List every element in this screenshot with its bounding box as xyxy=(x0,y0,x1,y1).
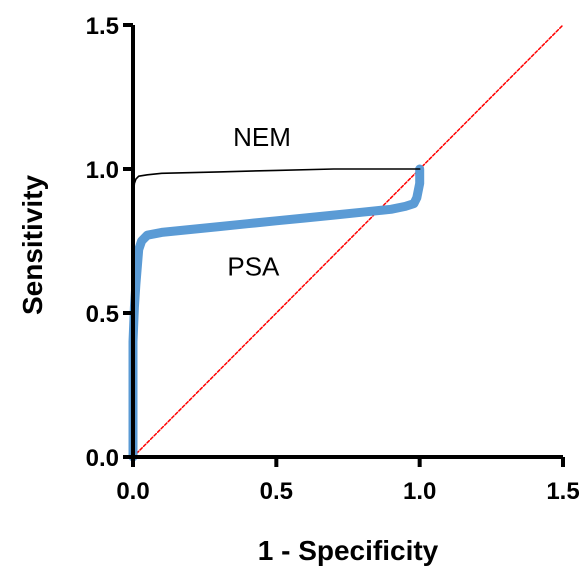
x-tick-label: 1.5 xyxy=(546,478,579,505)
annotation-label: NEM xyxy=(233,122,291,152)
y-tick-label: 0.5 xyxy=(86,301,119,328)
reference-line-layer xyxy=(132,24,564,458)
y-tick-label: 0.0 xyxy=(86,445,119,472)
reference-diagonal-line xyxy=(132,24,564,458)
x-tick-label: 0.5 xyxy=(260,478,293,505)
y-tick-label: 1.5 xyxy=(86,13,119,40)
axes-layer xyxy=(131,25,563,459)
annotations-layer: NEM PSA xyxy=(227,122,291,282)
annotation-label: PSA xyxy=(227,252,280,282)
series-line-psa xyxy=(128,164,425,462)
x-tick-label: 0.0 xyxy=(116,478,149,505)
y-axis-title: Sensitivity xyxy=(17,175,48,315)
x-tick-label: 1.0 xyxy=(403,478,436,505)
ticks-layer: 0.0 0.5 1.0 1.5 0.0 0.5 1.0 1.5 xyxy=(86,13,580,505)
x-axis-title: 1 - Specificity xyxy=(258,535,439,566)
y-tick-label: 1.0 xyxy=(86,157,119,184)
